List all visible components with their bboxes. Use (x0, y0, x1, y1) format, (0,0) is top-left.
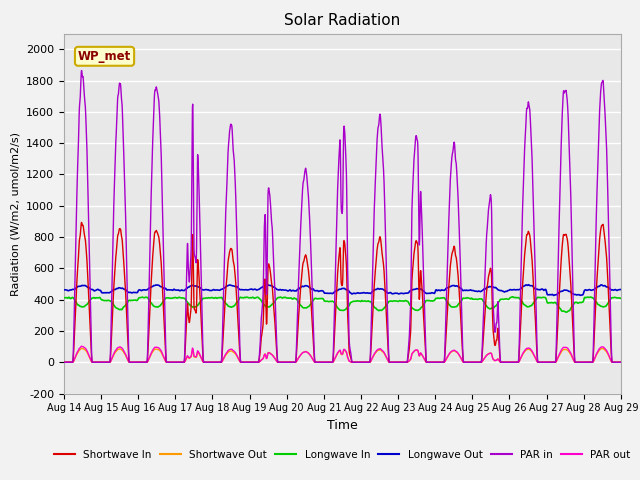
Legend: Shortwave In, Shortwave Out, Longwave In, Longwave Out, PAR in, PAR out: Shortwave In, Shortwave Out, Longwave In… (50, 445, 635, 464)
Title: Solar Radiation: Solar Radiation (284, 13, 401, 28)
Text: WP_met: WP_met (78, 50, 131, 63)
Y-axis label: Radiation (W/m2, umol/m2/s): Radiation (W/m2, umol/m2/s) (11, 132, 20, 296)
X-axis label: Time: Time (327, 419, 358, 432)
